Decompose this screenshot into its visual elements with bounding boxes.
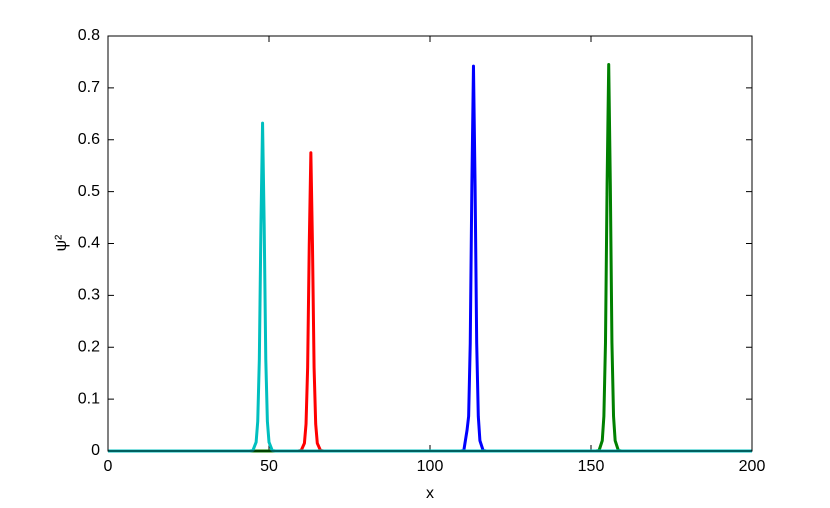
x-tick-label: 200 <box>739 458 766 475</box>
y-tick-label: 0.6 <box>78 131 100 148</box>
y-tick-label: 0.5 <box>78 183 100 200</box>
series-line <box>108 63 752 453</box>
y-tick-label: 0.2 <box>78 338 100 355</box>
series-line <box>108 151 752 453</box>
series-line <box>108 121 752 453</box>
x-tick-label: 0 <box>104 458 113 475</box>
y-tick-label: 0.8 <box>78 27 100 44</box>
y-tick-label: 0.7 <box>78 79 100 96</box>
x-tick-label: 50 <box>260 458 278 475</box>
plot-frame <box>107 35 753 452</box>
y-tick-label: 0.4 <box>78 235 100 252</box>
series-line <box>108 64 752 453</box>
y-tick-label: 0 <box>91 442 100 459</box>
x-axis-label: x <box>426 485 434 502</box>
x-tick-label: 150 <box>578 458 605 475</box>
y-tick-label: 0.1 <box>78 390 100 407</box>
y-axis-label: ψ² <box>53 234 70 251</box>
y-tick-label: 0.3 <box>78 287 100 304</box>
x-tick-label: 100 <box>417 458 444 475</box>
